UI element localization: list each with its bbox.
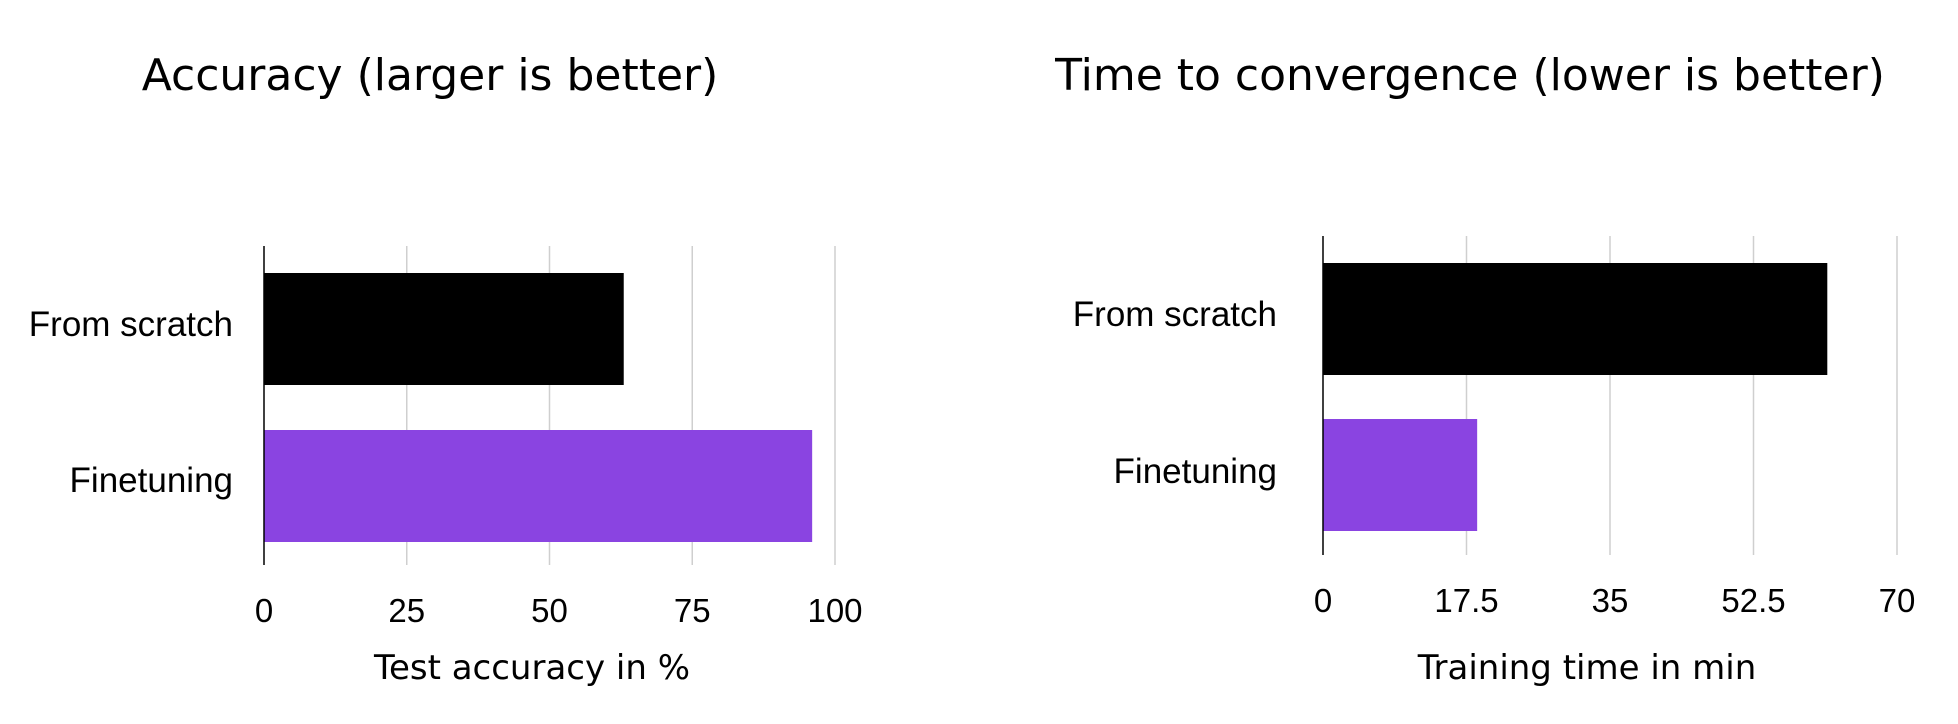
accuracy-x-axis-title: Test accuracy in % [373, 648, 690, 688]
accuracy-tick-label: 50 [531, 592, 568, 629]
accuracy-tick-label: 0 [255, 592, 273, 629]
convergence-tick-label: 17.5 [1434, 582, 1498, 619]
accuracy-tick-label: 100 [807, 592, 862, 629]
accuracy-bar-finetuning [264, 430, 813, 542]
accuracy-tick-labels: 0 25 50 75 100 [255, 592, 863, 629]
accuracy-chart-title: Accuracy (larger is better) [142, 50, 719, 101]
convergence-chart: Time to convergence (lower is better) Fr… [1054, 50, 1915, 688]
accuracy-chart: Accuracy (larger is better) From scratch… [29, 50, 863, 688]
accuracy-bar-from-scratch [264, 273, 624, 385]
accuracy-category-finetuning: Finetuning [70, 461, 233, 500]
convergence-category-finetuning: Finetuning [1114, 452, 1277, 491]
accuracy-bars [264, 273, 813, 542]
convergence-category-from-scratch: From scratch [1073, 295, 1277, 334]
accuracy-tick-label: 75 [674, 592, 711, 629]
convergence-bars [1323, 263, 1828, 531]
convergence-x-axis-title: Training time in min [1417, 648, 1757, 688]
accuracy-category-from-scratch: From scratch [29, 305, 233, 344]
convergence-tick-label: 52.5 [1721, 582, 1785, 619]
convergence-tick-label: 35 [1592, 582, 1629, 619]
convergence-tick-labels: 0 17.5 35 52.5 70 [1314, 582, 1916, 619]
convergence-chart-title: Time to convergence (lower is better) [1054, 50, 1885, 101]
accuracy-tick-label: 25 [388, 592, 425, 629]
convergence-tick-label: 0 [1314, 582, 1332, 619]
convergence-bar-finetuning [1323, 419, 1478, 531]
convergence-tick-label: 70 [1879, 582, 1916, 619]
convergence-bar-from-scratch [1323, 263, 1828, 375]
